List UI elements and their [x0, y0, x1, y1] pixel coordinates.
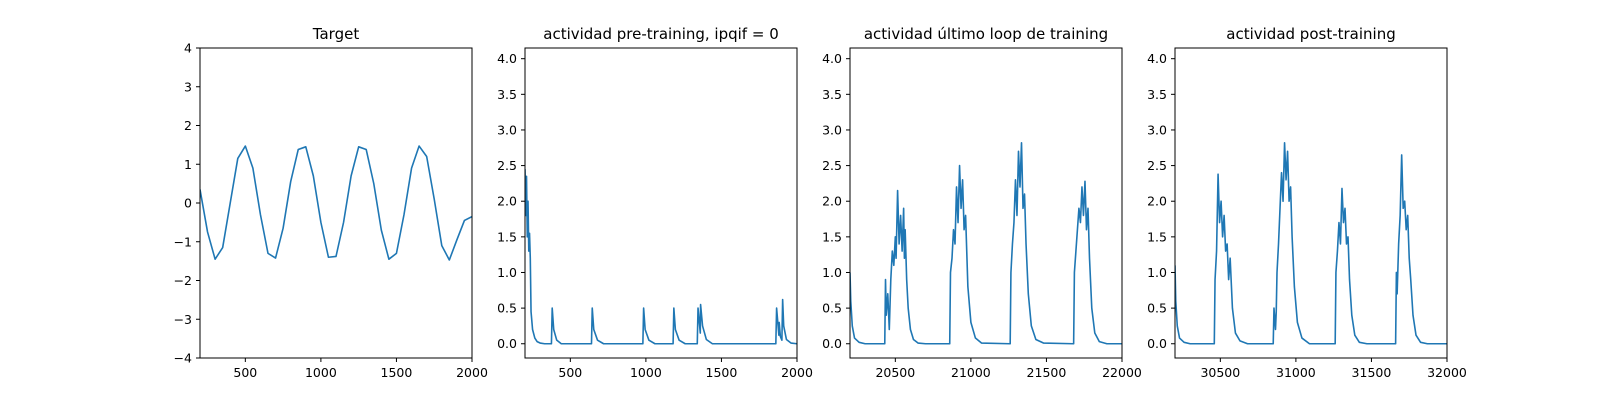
plot-area-frame [524, 47, 798, 359]
x-tick-label: 22000 [1102, 365, 1142, 380]
plot-area-frame [849, 47, 1123, 359]
series-line [200, 145, 472, 261]
y-tick-label: 2.5 [1147, 158, 1167, 173]
y-tick-label: 4.0 [1147, 51, 1167, 66]
x-tick-label: 31000 [1276, 365, 1316, 380]
y-tick-label: 2.0 [1147, 194, 1167, 209]
y-tick-label: 1.0 [497, 265, 517, 280]
y-tick-label: 1.0 [822, 265, 842, 280]
x-tick-label: 21000 [951, 365, 991, 380]
y-tick-label: 2.5 [822, 158, 842, 173]
x-tick-label: 2000 [456, 365, 488, 380]
y-tick-label: −1 [174, 234, 192, 249]
y-tick-label: 0.0 [822, 336, 842, 351]
y-tick-label: 0.0 [497, 336, 517, 351]
y-tick-label: 0.5 [822, 301, 842, 316]
y-tick-label: 4.0 [497, 51, 517, 66]
y-tick-label: 1.0 [1147, 265, 1167, 280]
chart-title: Target [312, 25, 360, 43]
x-tick-label: 1000 [630, 365, 662, 380]
x-tick-label: 1000 [305, 365, 337, 380]
series-line [525, 169, 797, 345]
y-tick-label: 3.0 [822, 122, 842, 137]
x-tick-label: 2000 [781, 365, 813, 380]
y-tick-label: −3 [174, 312, 192, 327]
y-tick-label: 0.0 [1147, 336, 1167, 351]
y-tick-label: −4 [174, 351, 192, 366]
y-tick-label: 2.5 [497, 158, 517, 173]
x-tick-label: 31500 [1352, 365, 1392, 380]
y-tick-label: 4 [184, 41, 192, 56]
chart-panel-4: 30500 31000 31500 32000 0.0 0.5 1.0 1.5 2.0 2.5 3.… [1147, 25, 1467, 380]
y-tick-label: 1.5 [822, 229, 842, 244]
chart-panel-2: 500 1000 1500 2000 0.0 0.5 1.0 1.5 2.0 2.5 3.0 3.5 4… [497, 25, 813, 380]
chart-title: actividad pre-training, ipqif = 0 [543, 25, 779, 43]
x-tick-label: 1500 [381, 365, 413, 380]
x-tick-label: 30500 [1200, 365, 1240, 380]
y-tick-label: 1 [184, 157, 192, 172]
y-tick-label: 3.0 [497, 122, 517, 137]
plot-area-frame [1174, 47, 1448, 359]
plot-area-frame [199, 47, 473, 359]
chart-title: actividad último loop de training [864, 25, 1108, 43]
x-tick-label: 32000 [1427, 365, 1467, 380]
x-tick-label: 500 [233, 365, 257, 380]
series-line [850, 141, 1122, 345]
y-tick-label: 3.5 [1147, 87, 1167, 102]
chart-panel-1: 500 1000 1500 2000 −4 −3 −2 −1 0 1 2 3 4 Target [174, 25, 488, 380]
y-tick-label: 0 [184, 196, 192, 211]
x-tick-label: 21500 [1027, 365, 1067, 380]
x-tick-label: 20500 [875, 365, 915, 380]
y-tick-label: 2 [184, 118, 192, 133]
y-tick-label: 1.5 [1147, 229, 1167, 244]
y-tick-label: −2 [174, 273, 192, 288]
y-tick-label: 3 [184, 79, 192, 94]
y-tick-label: 2.0 [497, 194, 517, 209]
y-tick-label: 3.5 [822, 87, 842, 102]
y-tick-label: 0.5 [1147, 301, 1167, 316]
y-tick-label: 3.5 [497, 87, 517, 102]
x-tick-label: 500 [558, 365, 582, 380]
y-tick-label: 3.0 [1147, 122, 1167, 137]
chart-panel-3: 20500 21000 21500 22000 0.0 0.5 1.0 1.5 2.0 2.5 3.… [822, 25, 1142, 380]
series-line [1175, 141, 1447, 345]
x-tick-label: 1500 [706, 365, 738, 380]
chart-title: actividad post-training [1226, 25, 1395, 43]
y-tick-label: 1.5 [497, 229, 517, 244]
y-tick-label: 0.5 [497, 301, 517, 316]
y-tick-label: 2.0 [822, 194, 842, 209]
y-tick-label: 4.0 [822, 51, 842, 66]
